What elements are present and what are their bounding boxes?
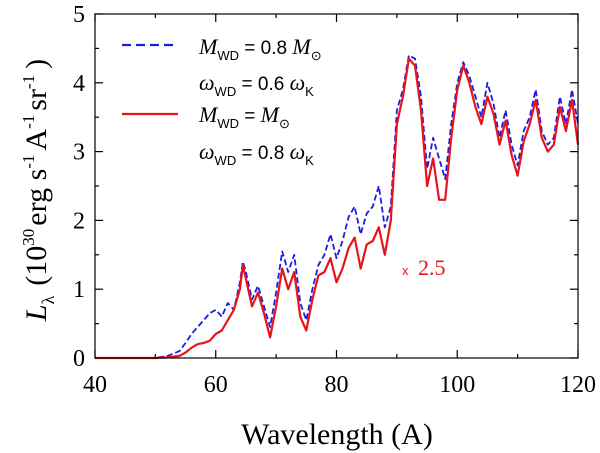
legend-entry-2-line-2: ωWD = 0.8 ωK (199, 139, 314, 168)
x-tick-label: 40 (83, 372, 107, 398)
legend-entry-2-line-1: MWD = M⊙ (198, 102, 290, 131)
y-axis-symbol: L (20, 304, 53, 322)
series-dashed-line (95, 54, 579, 359)
y-axis-exp: 30 (19, 229, 38, 246)
annotation-prefix: x (402, 263, 409, 278)
y-tick-label: 2 (73, 208, 85, 234)
scale-annotation: x 2.5 (402, 255, 446, 280)
series-solid-line (95, 57, 580, 360)
x-tick-label: 80 (325, 372, 349, 398)
series-layer (95, 54, 580, 360)
y-axis-units-a: A (20, 129, 53, 151)
x-tick-label: 100 (439, 372, 475, 398)
y-tick-label: 5 (73, 2, 85, 28)
legend-entry-1-line-2: ωWD = 0.6 ωK (199, 70, 314, 99)
y-tick-label: 0 (73, 346, 85, 372)
y-tick-label: 4 (73, 71, 85, 97)
svg-text:Lλ(1030erg s-1A-1sr-1): Lλ(1030erg s-1A-1sr-1) (19, 59, 58, 322)
y-axis-exp-s: -1 (19, 155, 38, 169)
x-tick-label: 60 (204, 372, 228, 398)
x-tick-label: 120 (560, 372, 596, 398)
legend: MWD = 0.8 M⊙ ωWD = 0.6 ωK MWD = M⊙ ωWD =… (122, 34, 322, 168)
y-axis-title: Lλ(1030erg s-1A-1sr-1) (19, 59, 58, 322)
y-axis-symbol-sub: λ (38, 295, 58, 304)
y-axis-open: (10 (20, 246, 53, 286)
y-axis-exp-a: -1 (19, 115, 38, 129)
y-tick-label: 1 (73, 277, 85, 303)
y-tick-label: 3 (73, 140, 85, 166)
y-axis-units-erg: erg s (20, 169, 53, 226)
x-axis-title: Wavelength (A) (241, 418, 433, 451)
y-axis-close: ) (20, 59, 53, 69)
plot-frame (94, 13, 579, 359)
annotation-value: 2.5 (418, 255, 446, 280)
legend-entry-1-line-1: MWD = 0.8 M⊙ (198, 34, 322, 63)
axis-ticks: 40 60 80 100 120 0 1 2 3 4 5 (73, 2, 596, 398)
y-axis-units-sr: sr (20, 89, 53, 111)
y-axis-exp-sr: -1 (19, 75, 38, 89)
